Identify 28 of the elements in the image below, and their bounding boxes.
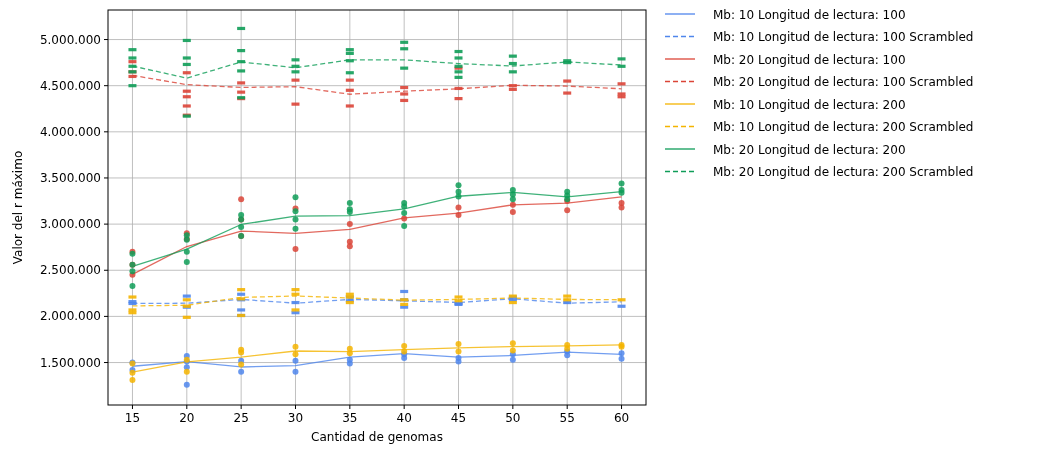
x-axis-title: Cantidad de genomas	[311, 430, 443, 444]
x-tick-label: 60	[613, 411, 630, 425]
x-tick-label: 25	[233, 411, 249, 425]
x-tick-label: 30	[287, 411, 304, 425]
y-tick-label: 2.000.000	[39, 309, 101, 324]
y-tick-label: 4.000.000	[39, 124, 101, 139]
legend-label: Mb: 20 Longitud de lectura: 100	[713, 52, 906, 67]
legend-label: Mb: 10 Longitud de lectura: 200	[713, 97, 906, 112]
x-tick-label: 50	[505, 411, 521, 425]
y-tick-label: 3.000.000	[39, 217, 101, 232]
y-tick-label: 1.500.000	[39, 355, 101, 370]
legend-label: Mb: 20 Longitud de lectura: 100 Scrambled	[713, 75, 974, 89]
x-tick-label: 15	[124, 411, 141, 425]
legend-label: Mb: 20 Longitud de lectura: 200 Scrambled	[713, 165, 974, 179]
x-tick-label: 45	[450, 411, 467, 425]
y-axis-title: Valor del r máximo	[11, 150, 25, 265]
legend-label: Mb: 10 Longitud de lectura: 100	[713, 7, 906, 22]
x-tick-label: 35	[342, 411, 358, 425]
x-tick-label: 20	[179, 411, 195, 425]
x-tick-label: 55	[559, 411, 575, 425]
legend-label: Mb: 20 Longitud de lectura: 200	[713, 142, 906, 157]
legend-label: Mb: 10 Longitud de lectura: 100 Scrambled	[713, 30, 974, 44]
legend-label: Mb: 10 Longitud de lectura: 200 Scrambled	[713, 120, 974, 134]
x-tick-label: 40	[396, 411, 412, 425]
y-tick-label: 5.000.000	[39, 32, 101, 47]
y-tick-label: 3.500.000	[39, 170, 101, 185]
y-tick-label: 2.500.000	[39, 263, 101, 278]
y-tick-label: 4.500.000	[39, 78, 101, 93]
